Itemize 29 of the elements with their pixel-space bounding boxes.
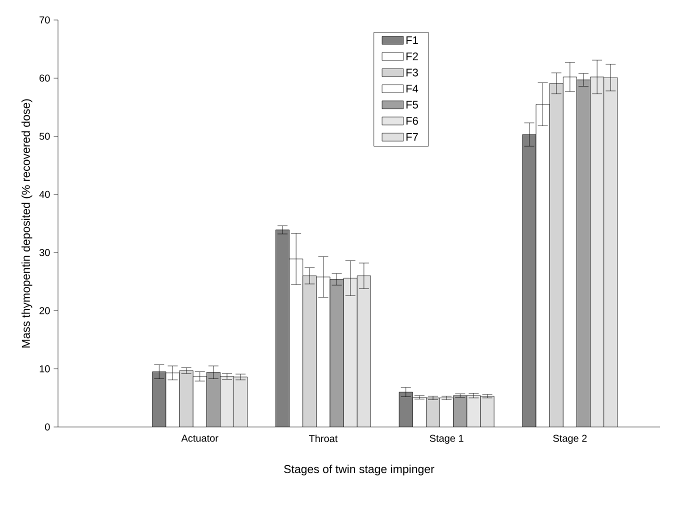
y-tick-label: 60 bbox=[40, 74, 50, 82]
bar bbox=[399, 392, 413, 427]
legend-label: F2 bbox=[406, 52, 418, 60]
y-tick-label: 50 bbox=[39, 132, 50, 140]
y-tick-label: 70 bbox=[40, 16, 50, 24]
legend-label: F6 bbox=[406, 116, 418, 125]
legend-label: F1 bbox=[406, 36, 418, 44]
bar bbox=[549, 83, 564, 427]
bar bbox=[522, 134, 536, 427]
y-tick-label: 30 bbox=[39, 249, 50, 256]
y-tick-label: 0 bbox=[45, 423, 50, 431]
bar bbox=[152, 372, 166, 427]
x-tick-label: Actuator bbox=[181, 434, 218, 442]
x-tick-label: Stage 2 bbox=[553, 434, 587, 444]
bar bbox=[302, 276, 316, 427]
x-tick-label: Stage 1 bbox=[430, 434, 464, 444]
legend-label: F5 bbox=[406, 100, 418, 109]
bar bbox=[180, 370, 194, 427]
legend-label: F7 bbox=[406, 133, 418, 141]
legend-label: F3 bbox=[406, 68, 418, 76]
y-tick-label: 40 bbox=[39, 190, 50, 198]
y-tick-label: 20 bbox=[40, 307, 50, 314]
y-axis-title: Mass thymopentin deposited (% recovered dose) bbox=[22, 99, 32, 348]
x-tick-label: Throat bbox=[309, 434, 338, 442]
bar bbox=[426, 398, 440, 427]
x-axis-title: Stages of twin stage impinger bbox=[284, 464, 434, 476]
bar bbox=[276, 230, 290, 427]
y-tick-label: 10 bbox=[40, 365, 50, 372]
legend-label: F4 bbox=[406, 84, 418, 92]
